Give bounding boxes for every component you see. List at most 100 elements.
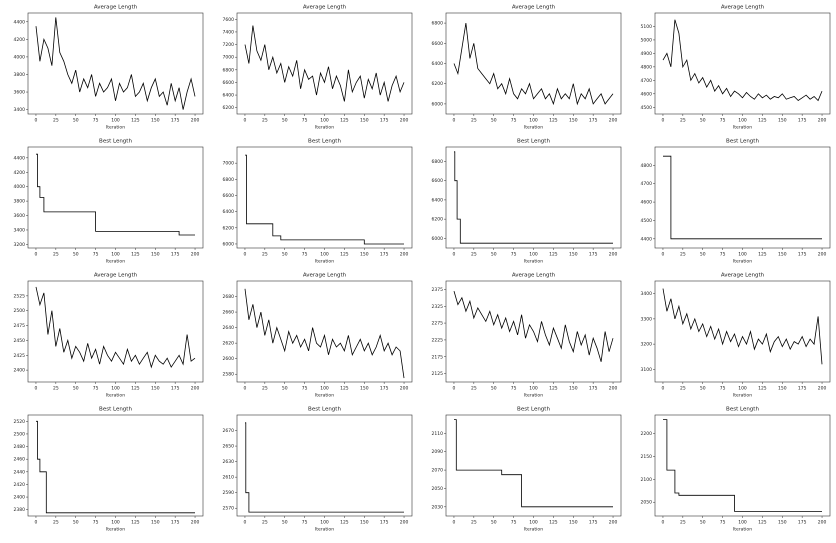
- x-tick-label: 0: [244, 118, 247, 124]
- data-line: [244, 288, 405, 379]
- x-tick-label: 50: [700, 386, 706, 392]
- y-tick-label: 2150: [641, 454, 653, 460]
- x-tick-label: 25: [680, 118, 686, 124]
- plot-frame: [445, 146, 622, 249]
- x-tick-label: 150: [778, 252, 787, 258]
- y-tick-label: 2425: [14, 353, 26, 359]
- y-tick-label: 6000: [223, 241, 235, 247]
- x-tick-label: 150: [151, 386, 160, 392]
- y-tick-label: 2600: [223, 356, 235, 362]
- x-tick-label: 150: [778, 386, 787, 392]
- data-line: [454, 419, 613, 508]
- x-tick-label: 150: [360, 520, 369, 526]
- y-tick-label: 7400: [223, 29, 235, 35]
- x-tick-label: 175: [380, 386, 389, 392]
- y-tick-label: 6200: [432, 81, 444, 87]
- y-tick-label: 2275: [432, 321, 444, 327]
- x-axis-label: Iteration: [733, 393, 752, 399]
- data-line: [35, 286, 196, 369]
- plot-frame: [445, 414, 622, 517]
- y-tick-label: 2030: [432, 504, 444, 510]
- x-tick-label: 125: [340, 252, 349, 258]
- x-tick-label: 50: [73, 118, 79, 124]
- y-tick-label: 2050: [641, 500, 653, 506]
- x-tick-label: 75: [720, 252, 726, 258]
- y-tick-label: 7000: [223, 161, 235, 167]
- y-tick-label: 2580: [223, 372, 235, 378]
- x-tick-label: 75: [511, 386, 517, 392]
- x-tick-label: 150: [778, 520, 787, 526]
- x-tick-label: 75: [720, 118, 726, 124]
- y-tick-label: 2640: [223, 325, 235, 331]
- x-tick-label: 75: [93, 252, 99, 258]
- data-line: [245, 154, 404, 245]
- x-tick-label: 75: [511, 252, 517, 258]
- x-tick-label: 200: [818, 118, 827, 124]
- x-tick-label: 200: [609, 252, 618, 258]
- y-tick-label: 6000: [432, 236, 444, 242]
- x-tick-label: 175: [798, 252, 807, 258]
- y-tick-label: 4900: [641, 51, 653, 57]
- x-tick-label: 0: [662, 252, 665, 258]
- y-tick-label: 2500: [14, 431, 26, 437]
- data-line: [662, 288, 823, 365]
- x-tick-label: 175: [798, 386, 807, 392]
- y-tick-label: 6800: [432, 159, 444, 165]
- y-tick-label: 3800: [14, 199, 26, 205]
- plot-frame: [654, 414, 831, 517]
- x-tick-label: 175: [589, 520, 598, 526]
- x-tick-label: 150: [569, 118, 578, 124]
- x-tick-label: 0: [453, 520, 456, 526]
- x-axis-label: Iteration: [106, 527, 125, 533]
- x-tick-label: 125: [549, 520, 558, 526]
- x-tick-label: 175: [589, 118, 598, 124]
- plot-frame: [236, 414, 413, 517]
- y-tick-label: 4000: [14, 54, 26, 60]
- data-line: [453, 290, 614, 362]
- y-tick-label: 3100: [641, 367, 653, 373]
- x-tick-label: 150: [151, 252, 160, 258]
- y-tick-label: 2125: [432, 371, 444, 377]
- x-axis-label: Iteration: [106, 259, 125, 265]
- y-tick-label: 6600: [223, 193, 235, 199]
- x-axis-label: Iteration: [315, 125, 334, 131]
- x-tick-label: 125: [549, 118, 558, 124]
- x-axis-label: Iteration: [733, 259, 752, 265]
- y-tick-label: 4600: [641, 91, 653, 97]
- x-tick-label: 125: [758, 118, 767, 124]
- y-tick-label: 6000: [432, 101, 444, 107]
- x-tick-label: 100: [738, 386, 747, 392]
- plot-frame: [654, 280, 831, 383]
- x-tick-label: 50: [282, 386, 288, 392]
- x-tick-label: 125: [131, 386, 140, 392]
- x-tick-label: 150: [569, 252, 578, 258]
- x-tick-label: 0: [244, 386, 247, 392]
- x-tick-label: 25: [471, 252, 477, 258]
- y-tick-label: 2460: [14, 457, 26, 463]
- y-tick-label: 6200: [223, 105, 235, 111]
- x-tick-label: 100: [738, 252, 747, 258]
- x-axis-label: Iteration: [106, 393, 125, 399]
- y-tick-label: 3400: [14, 107, 26, 113]
- x-tick-label: 75: [302, 252, 308, 258]
- y-tick-label: 2375: [432, 287, 444, 293]
- x-tick-label: 0: [662, 118, 665, 124]
- x-tick-label: 200: [400, 118, 409, 124]
- x-tick-label: 75: [720, 386, 726, 392]
- x-tick-label: 200: [818, 252, 827, 258]
- x-tick-label: 200: [400, 386, 409, 392]
- y-tick-label: 4400: [14, 155, 26, 161]
- y-tick-label: 4700: [641, 181, 653, 187]
- y-tick-label: 6400: [432, 61, 444, 67]
- x-tick-label: 200: [609, 386, 618, 392]
- y-tick-label: 2200: [641, 431, 653, 437]
- chart-title: Average Length: [721, 273, 765, 279]
- chart-title: Best Length: [726, 139, 759, 145]
- x-tick-label: 25: [53, 386, 59, 392]
- y-tick-label: 6200: [432, 217, 444, 223]
- x-tick-label: 175: [798, 520, 807, 526]
- x-axis-label: Iteration: [524, 527, 543, 533]
- x-tick-label: 25: [471, 386, 477, 392]
- x-tick-label: 100: [320, 252, 329, 258]
- y-tick-label: 4800: [641, 64, 653, 70]
